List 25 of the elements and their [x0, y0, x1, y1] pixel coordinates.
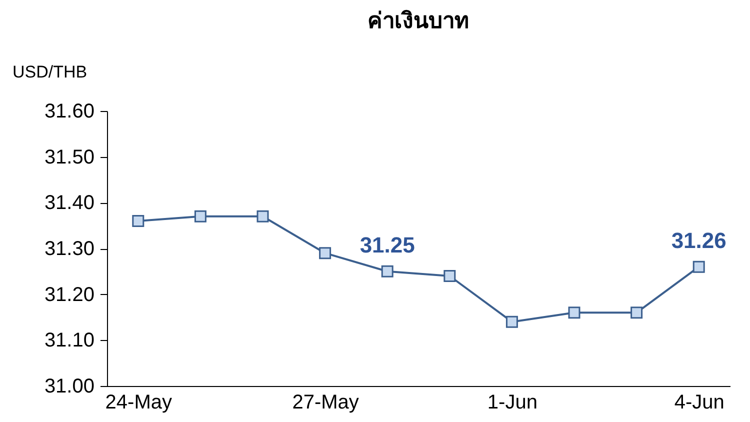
point — [319, 247, 332, 260]
y-tick-label: 31.00 — [44, 376, 94, 398]
chart-title: ค่าเงินบาท — [368, 9, 470, 34]
point — [256, 210, 269, 222]
y-tick-label: 31.20 — [44, 284, 94, 306]
point — [194, 210, 206, 222]
point — [630, 306, 643, 319]
y-tick-label: 31.60 — [44, 100, 94, 122]
point — [506, 316, 518, 328]
x-tick-label: 27-May — [292, 392, 359, 414]
point — [568, 306, 580, 319]
y-axis-title: USD/THB — [12, 62, 88, 82]
x-tick-label: 1-Jun — [487, 392, 538, 414]
y-tick-label: 31.30 — [44, 238, 94, 260]
point — [444, 270, 456, 282]
x-tick-label: 4-Jun — [674, 392, 724, 414]
point — [692, 260, 705, 273]
y-tick-label: 31.50 — [44, 146, 94, 168]
data-label: 31.25 — [360, 232, 415, 258]
y-tick-label: 31.10 — [44, 330, 94, 352]
point — [381, 265, 394, 278]
data-label: 31.26 — [671, 228, 726, 253]
point — [132, 215, 144, 227]
y-tick-label: 31.40 — [44, 192, 94, 214]
x-tick-label: 24-May — [105, 392, 172, 414]
